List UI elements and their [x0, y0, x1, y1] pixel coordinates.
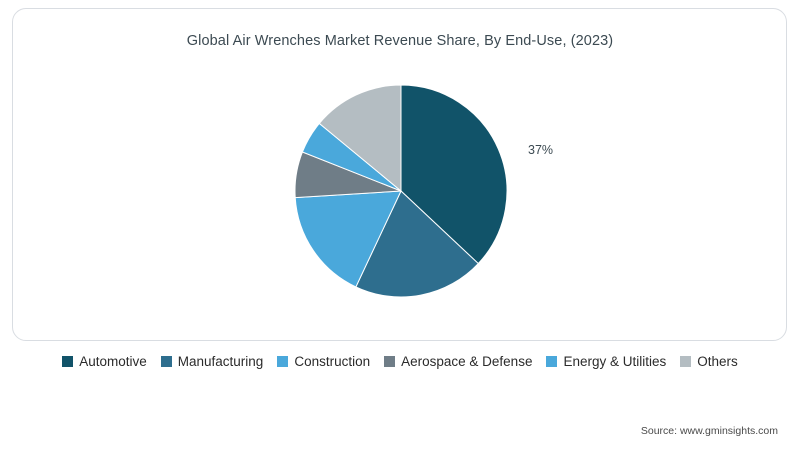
- legend-item-others[interactable]: Others: [680, 354, 738, 369]
- legend-item-aerospace-defense[interactable]: Aerospace & Defense: [384, 354, 532, 369]
- pie-slice: [355, 190, 479, 297]
- page-title: Global Air Wrenches Market Revenue Share…: [186, 33, 614, 49]
- legend-label: Automotive: [79, 354, 147, 369]
- legend: Automotive Manufacturing Construction Ae…: [0, 354, 800, 369]
- legend-swatch-icon: [62, 356, 74, 367]
- slice-label-automotive: 37%: [528, 143, 554, 157]
- legend-item-energy-utilities[interactable]: Energy & Utilities: [546, 354, 666, 369]
- pie-slice: [318, 85, 402, 193]
- legend-label: Energy & Utilities: [563, 354, 667, 369]
- legend-item-construction[interactable]: Construction: [277, 354, 370, 369]
- pie-chart: [295, 85, 507, 297]
- legend-label: Construction: [294, 354, 371, 369]
- legend-swatch-icon: [384, 356, 396, 367]
- pie-slice: [295, 190, 402, 288]
- legend-item-manufacturing[interactable]: Manufacturing: [160, 354, 264, 369]
- legend-swatch-icon: [160, 356, 172, 367]
- legend-label: Manufacturing: [177, 354, 264, 369]
- legend-swatch-icon: [546, 356, 558, 367]
- source-note: Source: www.gminsights.com: [640, 425, 778, 437]
- pie-svg: [295, 85, 507, 297]
- legend-label: Aerospace & Defense: [401, 354, 533, 369]
- legend-swatch-icon: [680, 356, 692, 367]
- legend-label: Others: [697, 354, 738, 369]
- legend-swatch-icon: [277, 356, 289, 367]
- pie-slice: [400, 85, 507, 265]
- legend-item-automotive[interactable]: Automotive: [62, 354, 147, 369]
